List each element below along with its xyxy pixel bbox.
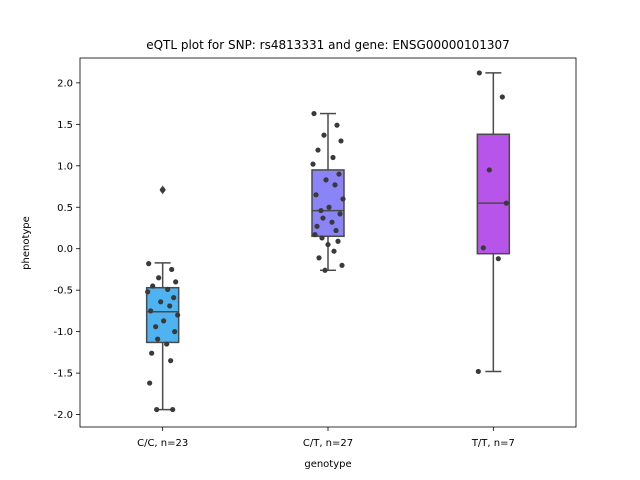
data-point [150,283,156,289]
y-tick-label: -2.0 [53,410,73,421]
data-point [326,204,332,210]
data-point [145,289,151,295]
data-point [175,312,181,318]
data-point [325,241,331,248]
data-point [340,196,346,202]
data-point [168,358,174,364]
axes-frame [79,57,577,428]
data-point [310,161,316,167]
data-point [475,368,481,375]
y-tick-label: -1.0 [53,327,73,338]
data-point [171,295,177,301]
y-tick-label: -1.5 [53,369,73,380]
data-point [155,336,161,342]
data-point [323,177,329,183]
data-point [338,138,344,144]
x-tick-label: T/T, n=7 [471,438,515,449]
y-tick-label: 0.0 [57,244,73,255]
data-point [321,132,327,138]
data-point [333,227,339,234]
data-point [153,324,159,330]
x-tick-label: C/T, n=27 [303,438,353,449]
y-tick-label: 0.5 [57,203,73,214]
data-point [312,232,318,238]
data-point [316,255,322,261]
y-tick-label: 2.0 [57,78,73,89]
data-point [322,267,328,273]
data-point [161,318,167,324]
data-point [339,262,345,268]
data-point [169,266,175,273]
data-point [165,286,171,292]
data-point [499,94,505,100]
data-point [330,154,336,161]
data-point [336,171,342,177]
data-point [331,248,337,254]
data-point [146,261,152,267]
x-axis-title: genotype [304,459,351,470]
data-point [319,235,325,241]
y-tick-label: 1.0 [57,161,73,172]
data-point [329,219,335,225]
data-point [158,299,164,305]
data-point [154,406,160,413]
data-point [476,70,482,76]
data-point [173,279,179,285]
data-point [332,182,338,188]
box-iqr [476,133,511,255]
y-tick-label: -0.5 [53,286,73,297]
data-point [170,406,176,413]
y-tick-label: 1.5 [57,120,73,131]
data-point [172,329,178,335]
data-point [486,167,492,173]
data-point [495,256,501,262]
data-point [318,207,324,214]
data-point [311,110,317,117]
data-point [147,380,153,386]
x-tick-label: C/C, n=23 [137,438,188,449]
data-point [315,147,321,153]
data-point [167,303,173,309]
data-point [314,223,320,229]
data-point [313,192,319,198]
data-point [148,308,154,314]
plot-area: -2.0 -1.5 -1.0 -0.5 0.0 0.5 1.0 1.5 2.0 C/C, n=23… [53,70,515,449]
data-point [160,187,166,193]
chart-title: eQTL plot for SNP: rs4813331 and gene: E… [146,38,510,52]
data-point [149,350,155,356]
y-axis-title: phenotype [21,216,32,270]
data-point [320,215,326,221]
data-point [334,122,340,128]
data-point [480,245,486,251]
data-point [503,200,509,206]
data-point [337,211,343,217]
data-point [156,275,162,281]
data-point [335,238,341,244]
data-point [164,341,170,347]
